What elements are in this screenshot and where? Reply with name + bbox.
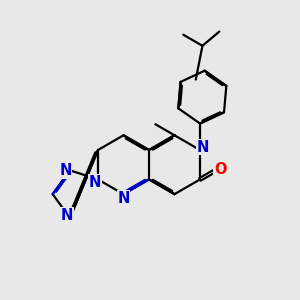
Text: N: N bbox=[117, 191, 130, 206]
Text: O: O bbox=[214, 162, 226, 177]
Text: N: N bbox=[197, 140, 209, 154]
Text: N: N bbox=[59, 163, 72, 178]
Text: N: N bbox=[89, 175, 101, 190]
Text: N: N bbox=[61, 208, 73, 223]
